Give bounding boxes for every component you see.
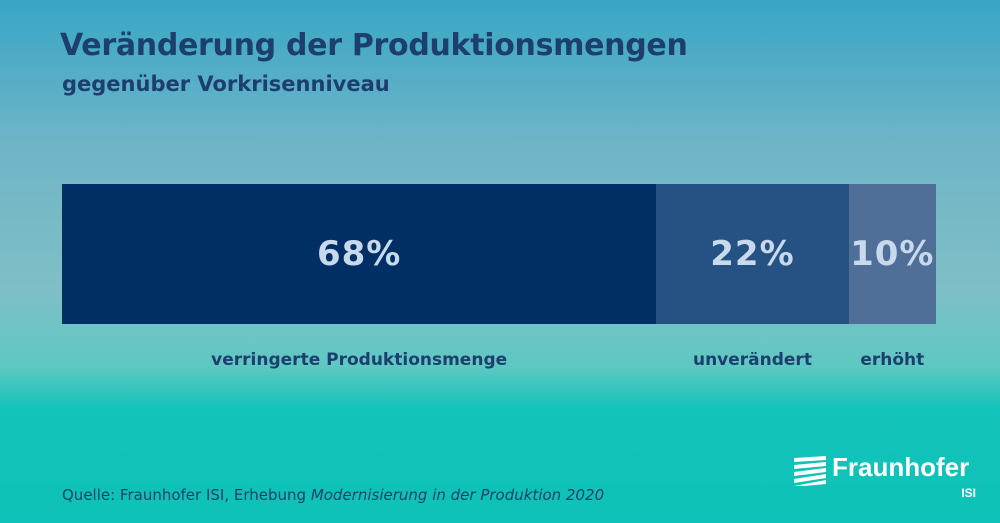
source-prefix: Quelle: Fraunhofer ISI, Erhebung (62, 486, 311, 504)
logo-sub: ISI (961, 486, 976, 500)
category-labels: verringerte Produktionsmenge unverändert e… (62, 350, 936, 376)
fraunhofer-logo-icon (794, 456, 826, 486)
source-survey-title: Modernisierung in der Produktion 2020 (310, 486, 605, 504)
chart-title: Veränderung der Produktionsmengen (60, 28, 688, 63)
bar-segment-1: 68% (62, 184, 657, 324)
segment-value-label: 68% (316, 234, 402, 274)
source-note: Quelle: Fraunhofer ISI, Erhebung Moderni… (62, 486, 604, 504)
chart-subtitle: gegenüber Vorkrisenniveau (62, 72, 390, 96)
fraunhofer-logo: Fraunhofer ISI (794, 452, 984, 508)
category-label: erhöht (860, 350, 925, 370)
bar-segment-2: 22% (656, 184, 849, 324)
category-label: unverändert (692, 350, 812, 370)
stacked-bar: 68% 22% 10% (62, 184, 936, 324)
category-label: verringerte Produktionsmenge (211, 350, 508, 370)
segment-value-label: 22% (710, 234, 795, 274)
segment-value-label: 10% (850, 234, 935, 274)
logo-wordmark: Fraunhofer (832, 452, 970, 482)
bar-segment-3: 10% (848, 184, 936, 324)
